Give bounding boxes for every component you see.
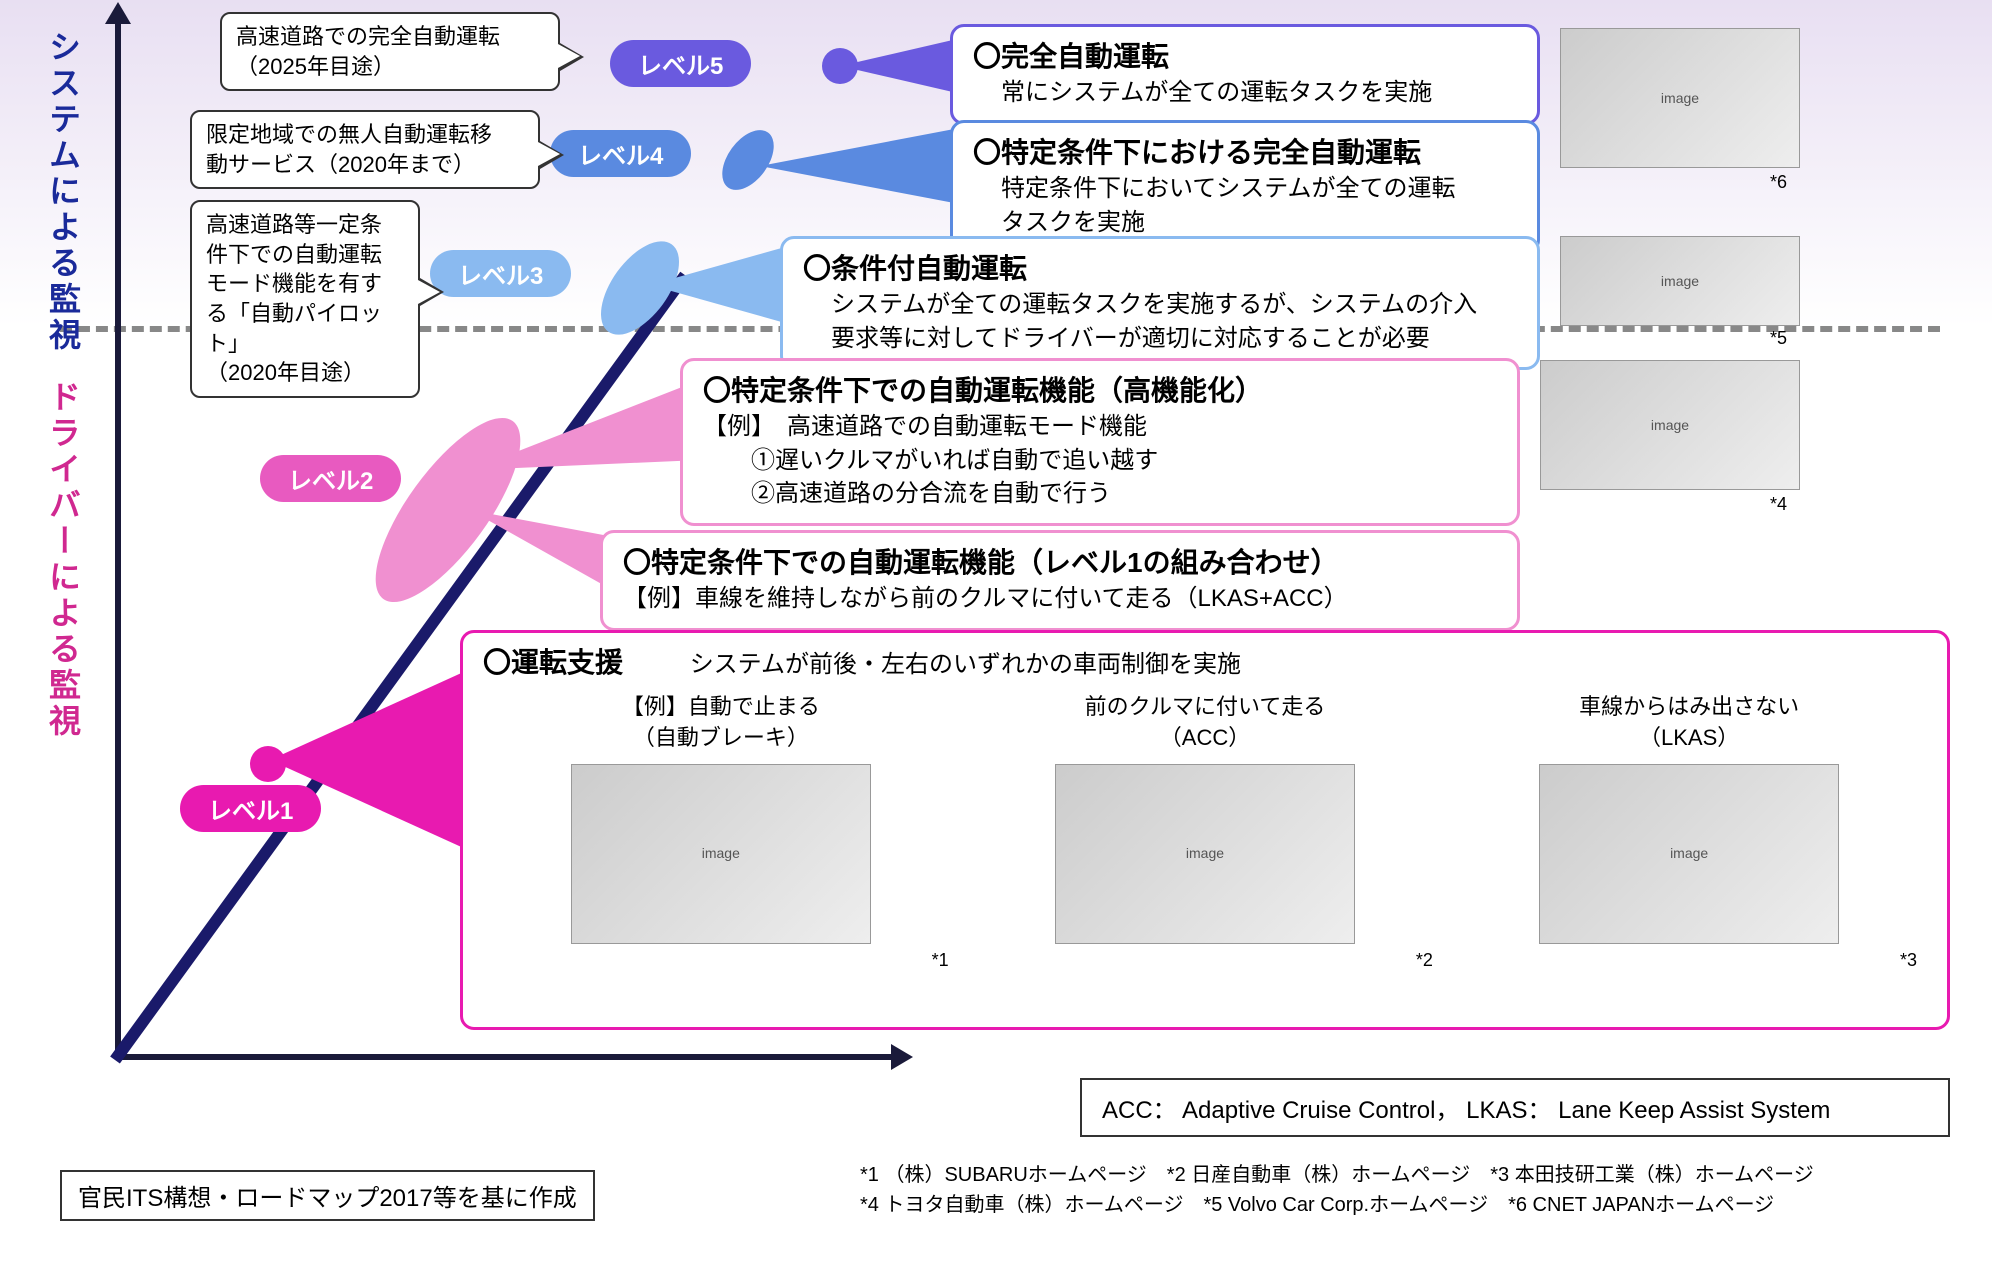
desc-l4-body: 特定条件下においてシステムが全ての運転 タスクを実施	[973, 172, 1517, 239]
desc-l1-sub: システムが前後・左右のいずれかの車両制御を実施	[690, 651, 1241, 678]
desc-l2a-title: 〇特定条件下での自動運転機能（高機能化）	[703, 371, 1497, 410]
ref-line2: *4 トヨタ自動車（株）ホームページ *5 Volvo Car Corp.ホーム…	[860, 1190, 1814, 1220]
desc-l5-title: 〇完全自動運転	[973, 37, 1517, 76]
desc-l2a-line0: 【例】 高速道路での自動運転モード機能	[703, 410, 1497, 444]
pill-l5: レベル5	[610, 40, 751, 87]
l1-ex-0-img: image	[571, 764, 871, 944]
l1-ex-2-ref: *3	[1461, 948, 1917, 973]
desc-l2b-title: 〇特定条件下での自動運転機能（レベル1の組み合わせ）	[623, 543, 1497, 582]
ref-l3-img: *5	[1770, 328, 1787, 349]
axis-x	[115, 1054, 895, 1060]
l1-ex-1: 前のクルマに付いて走る （ACC） image *2	[977, 692, 1433, 973]
speech-l4-text: 限定地域での無人自動運転移 動サービス（2020年まで）	[206, 122, 492, 177]
desc-l3-title: 〇条件付自動運転	[803, 249, 1517, 288]
image-l5: image	[1560, 28, 1800, 168]
l1-ex-0-s: （自動ブレーキ）	[493, 723, 949, 754]
l1-ex-0-h: 【例】自動で止まる	[493, 692, 949, 723]
ref-l5-img: *6	[1770, 172, 1787, 193]
l1-ex-1-s: （ACC）	[977, 723, 1433, 754]
desc-l2a-line2: ②高速道路の分合流を自動で行う	[703, 477, 1497, 511]
l1-ex-2-img: image	[1539, 764, 1839, 944]
pill-l3: レベル3	[430, 250, 571, 297]
node-l1	[250, 746, 286, 782]
l1-ex-2-s: （LKAS）	[1461, 723, 1917, 754]
footer-source: 官民ITS構想・ロードマップ2017等を基に作成	[60, 1170, 595, 1221]
acc-lkas-legend: ACC： Adaptive Cruise Control， LKAS： Lane…	[1080, 1078, 1950, 1137]
desc-l5-body: 常にシステムが全ての運転タスクを実施	[973, 76, 1517, 110]
l1-ex-2: 車線からはみ出さない （LKAS） image *3	[1461, 692, 1917, 973]
desc-l2a: 〇特定条件下での自動運転機能（高機能化） 【例】 高速道路での自動運転モード機能…	[680, 358, 1520, 526]
speech-l3-text: 高速道路等一定条 件下での自動運転 モード機能を有す る「自動パイロット」 （2…	[206, 212, 382, 385]
desc-l1: 〇運転支援 システムが前後・左右のいずれかの車両制御を実施 【例】自動で止まる …	[460, 630, 1950, 1030]
speech-l4: 限定地域での無人自動運転移 動サービス（2020年まで）	[190, 110, 540, 189]
desc-l2a-line1: ①遅いクルマがいれば自動で追い越す	[703, 444, 1497, 478]
speech-l3: 高速道路等一定条 件下での自動運転 モード機能を有す る「自動パイロット」 （2…	[190, 200, 420, 398]
desc-l3: 〇条件付自動運転 システムが全ての運転タスクを実施するが、システムの介入 要求等…	[780, 236, 1540, 370]
l1-ex-1-ref: *2	[977, 948, 1433, 973]
node-l5	[822, 48, 858, 84]
pill-l2: レベル2	[260, 455, 401, 502]
desc-l2b: 〇特定条件下での自動運転機能（レベル1の組み合わせ） 【例】車線を維持しながら前…	[600, 530, 1520, 631]
image-l3: image	[1560, 236, 1800, 326]
l1-ex-0-ref: *1	[493, 948, 949, 973]
desc-l5: 〇完全自動運転 常にシステムが全ての運転タスクを実施	[950, 24, 1540, 125]
ref-l2-img: *4	[1770, 494, 1787, 515]
l1-ex-2-h: 車線からはみ出さない	[1461, 692, 1917, 723]
l1-ex-0: 【例】自動で止まる （自動ブレーキ） image *1	[493, 692, 949, 973]
speech-l5-text: 高速道路での完全自動運転 （2025年目途）	[236, 24, 500, 79]
pill-l4: レベル4	[550, 130, 691, 177]
y-label-system: システムによる監視	[40, 30, 86, 354]
ref-line1: *1 （株）SUBARUホームページ *2 日産自動車（株）ホームページ *3 …	[860, 1160, 1814, 1190]
image-l2: image	[1540, 360, 1800, 490]
references: *1 （株）SUBARUホームページ *2 日産自動車（株）ホームページ *3 …	[860, 1160, 1814, 1220]
desc-l3-body: システムが全ての運転タスクを実施するが、システムの介入 要求等に対してドライバー…	[803, 288, 1517, 355]
axis-y	[115, 20, 121, 1060]
pill-l1: レベル1	[180, 785, 321, 832]
l1-ex-1-img: image	[1055, 764, 1355, 944]
desc-l2b-line0: 【例】車線を維持しながら前のクルマに付いて走る（LKAS+ACC）	[623, 582, 1497, 616]
desc-l4: 〇特定条件下における完全自動運転 特定条件下においてシステムが全ての運転 タスク…	[950, 120, 1540, 254]
speech-l5: 高速道路での完全自動運転 （2025年目途）	[220, 12, 560, 91]
desc-l1-title: 〇運転支援	[483, 647, 623, 678]
triangle-l4	[760, 126, 970, 206]
y-label-driver: ドライバーによる監視	[40, 380, 86, 740]
l1-ex-1-h: 前のクルマに付いて走る	[977, 692, 1433, 723]
desc-l4-title: 〇特定条件下における完全自動運転	[973, 133, 1517, 172]
